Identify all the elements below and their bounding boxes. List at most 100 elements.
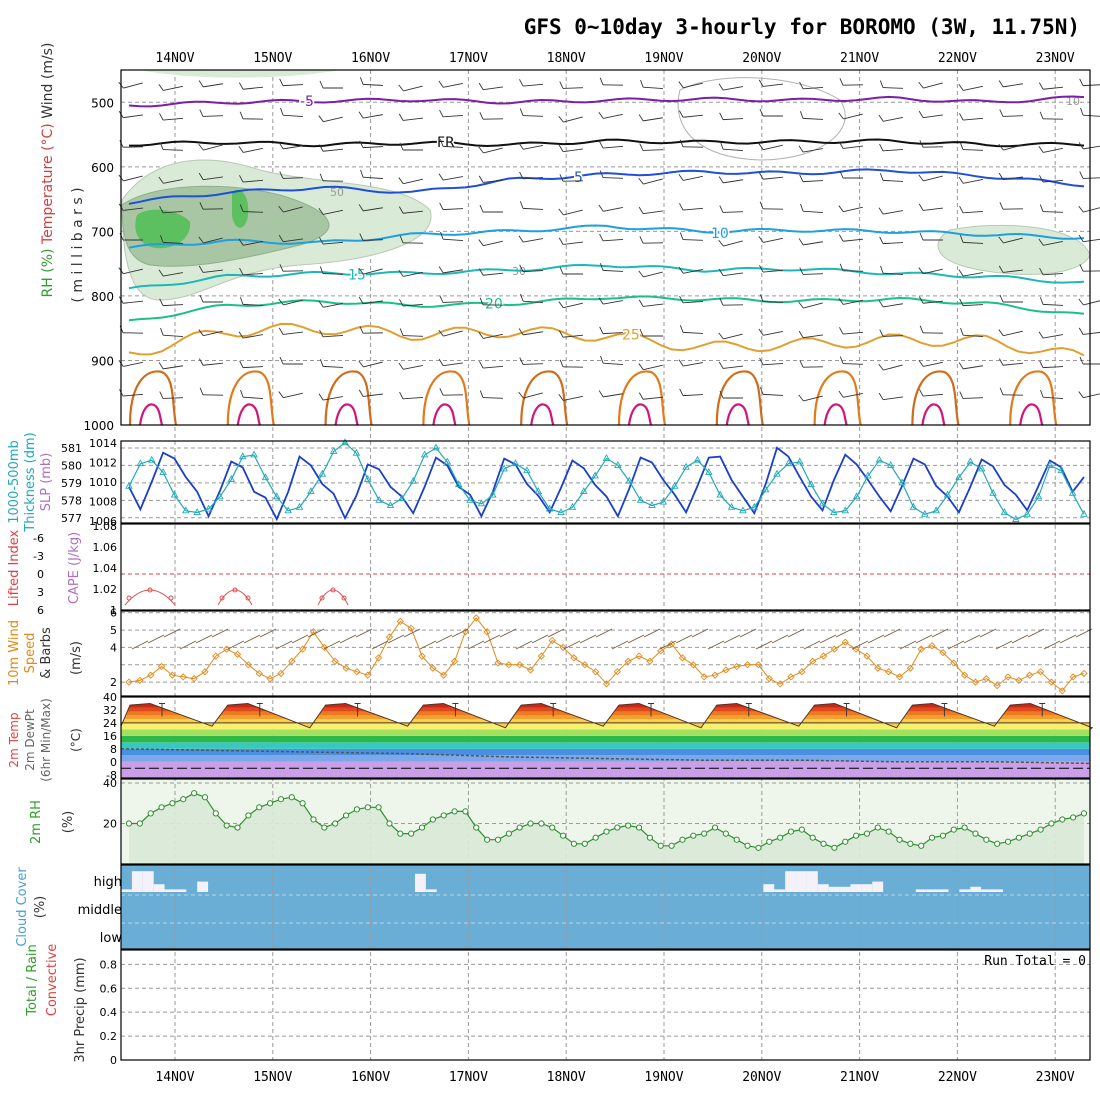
wind-barb <box>638 206 663 215</box>
wind-barb-10m <box>755 640 773 650</box>
wind-barb-10m <box>595 628 613 638</box>
rh-contour-label: 50 <box>330 186 344 199</box>
cape-line <box>317 589 349 606</box>
wind-barb <box>479 390 504 399</box>
wind-barb <box>239 111 264 120</box>
rh-point <box>559 832 567 839</box>
wind-barb-10m <box>883 628 901 638</box>
wind-barb-flag <box>1038 331 1044 339</box>
rh-point <box>158 804 165 811</box>
wind-barb-10m <box>803 640 821 650</box>
wind-barb-shaft <box>563 334 584 338</box>
wind-barb <box>318 144 344 152</box>
wind-barb <box>159 142 184 151</box>
wind-barb-10m <box>371 640 389 650</box>
wind-barb <box>639 143 664 151</box>
date-label-top: 19NOV <box>644 51 683 66</box>
wind-barb <box>598 390 623 398</box>
thickness-point <box>864 471 872 479</box>
wind-speed-point <box>385 633 394 641</box>
rh-point <box>1026 830 1033 837</box>
wind-barb <box>558 115 583 123</box>
wind-barb-shaft <box>722 211 744 213</box>
wind-barb <box>798 238 823 246</box>
cloud-high-bar <box>425 889 437 892</box>
li-tick-label: 0 <box>37 568 44 581</box>
isotherm-label: 5 <box>574 170 583 186</box>
wind-barb-flag <box>359 77 364 85</box>
thickness-point <box>1046 460 1054 468</box>
wind-barb <box>679 388 704 397</box>
wind-barb-shaft <box>1083 331 1100 335</box>
wind-barb <box>679 325 704 334</box>
wind-barb-10m <box>131 640 149 650</box>
date-label-top: 23NOV <box>1036 51 1075 66</box>
wind-barb <box>759 294 784 303</box>
wind-barb-shaft <box>162 397 184 399</box>
wind-barb-flag <box>999 109 1004 117</box>
date-label-top: 17NOV <box>449 51 488 66</box>
wind-barb-shaft <box>763 269 784 273</box>
temp-tick-label: 16 <box>103 730 117 743</box>
precip-axis-title-part: 3hr Precip (mm) <box>73 957 88 1062</box>
wind-barb <box>118 174 143 182</box>
slp-tick-label: 1010 <box>89 476 117 489</box>
wind-barb-shaft <box>323 116 343 123</box>
wind-barb-flag <box>438 80 444 88</box>
date-label-top: 14NOV <box>155 51 194 66</box>
wind-barb-flag <box>440 231 444 240</box>
wind-barb-flag <box>159 391 164 399</box>
wind-barb-flag <box>438 358 444 366</box>
slp-tick-label: 1008 <box>89 496 117 509</box>
wind-speed-point <box>418 652 426 660</box>
wind-barb-flag <box>799 174 804 182</box>
wind-barb-10m <box>627 634 645 644</box>
thickness-point <box>273 492 281 500</box>
wind-barb <box>960 327 984 338</box>
wind-barb <box>759 108 783 117</box>
rh-units-part: (%) <box>61 811 76 834</box>
wind-barb-10m <box>451 628 469 638</box>
wind-barb-flag <box>198 329 204 336</box>
wind-barb-shaft <box>202 115 224 117</box>
precip-title: Total / Rain <box>25 944 40 1017</box>
cape-point <box>147 587 153 593</box>
wind-speed-point <box>635 652 643 660</box>
cloud-level-label: middle <box>78 903 122 918</box>
wind-barb-flag <box>998 172 1004 180</box>
wind-barb-flag <box>638 363 644 370</box>
wind-barb-shaft <box>1043 241 1063 246</box>
wind-barb-flag <box>1078 142 1084 150</box>
wind-barb-flag <box>239 204 244 212</box>
wind-barb <box>999 202 1024 210</box>
wind-barb-flag <box>758 143 764 150</box>
wind-barb <box>999 294 1023 303</box>
wind-barb-flag <box>719 112 724 120</box>
thickness-point <box>682 462 690 470</box>
wind-barb-shaft <box>443 176 463 181</box>
wind-barb <box>758 328 783 336</box>
wind-barb-flag <box>239 267 244 276</box>
wind-barb-flag <box>839 356 844 364</box>
wind-barb <box>998 80 1023 88</box>
wind-barb-shaft <box>123 393 144 397</box>
wind-barb-shaft <box>123 82 143 89</box>
wind-barb <box>519 171 544 180</box>
thickness-point <box>557 508 565 515</box>
wind-speed-point <box>765 675 773 683</box>
wind-barb-flag <box>798 301 804 309</box>
wind-title: Speed <box>23 633 38 674</box>
wind-barb-flag <box>798 394 804 402</box>
wind-barb-shaft <box>242 396 264 400</box>
wind-barb-flag <box>958 84 964 91</box>
thickness-point <box>375 495 383 503</box>
wind-barb-flag <box>998 236 1004 244</box>
wind-barb-flag <box>718 361 724 369</box>
wind-barb-flag <box>758 328 764 336</box>
rh-point <box>635 824 643 831</box>
rh-contour-label: 10 <box>1066 95 1080 108</box>
wind-barb <box>199 202 224 210</box>
boundary-temp-contour <box>823 403 848 426</box>
wind-barb <box>679 232 704 241</box>
wind-barb-10m <box>483 634 501 644</box>
